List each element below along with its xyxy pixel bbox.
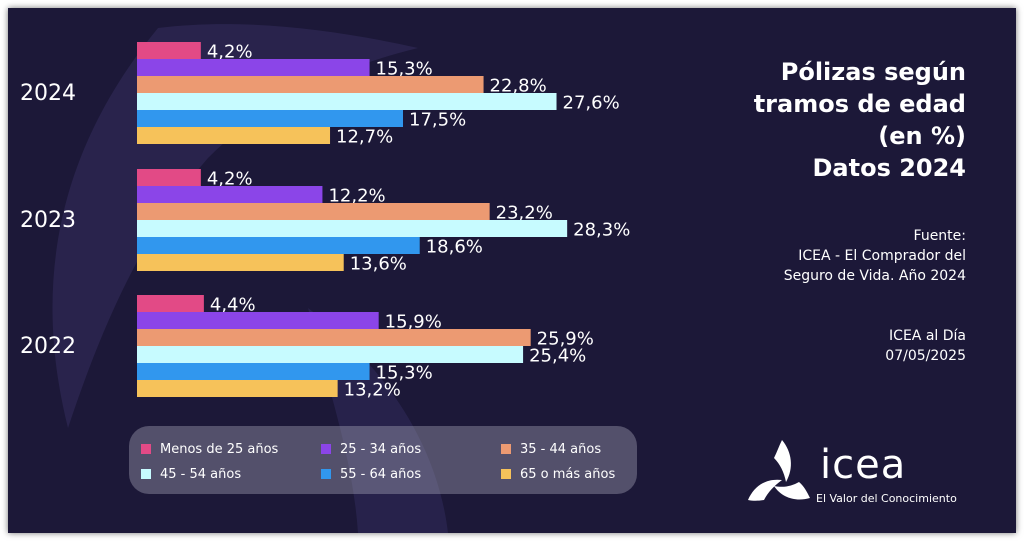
value-label-2023-2: 23,2% xyxy=(496,203,553,224)
chart-title: Pólizas según tramos de edad (en %) Dato… xyxy=(636,56,966,184)
legend-label: 35 - 44 años xyxy=(520,441,602,457)
bar-2023-3 xyxy=(137,220,568,237)
legend-item: 65 o más años xyxy=(501,466,615,482)
bar-2022-5 xyxy=(137,380,338,397)
legend-swatch xyxy=(321,444,331,454)
bar-2024-4 xyxy=(137,110,403,127)
legend-item: 35 - 44 años xyxy=(501,441,601,457)
legend-label: 55 - 64 años xyxy=(340,466,422,482)
year-label-2024: 2024 xyxy=(20,81,76,106)
legend-item: 25 - 34 años xyxy=(321,441,421,457)
year-label-2022: 2022 xyxy=(20,334,76,359)
legend-item: Menos de 25 años xyxy=(141,441,278,457)
source-line-1: Fuente: xyxy=(913,228,966,244)
icea-logo-mark-icon xyxy=(748,440,810,501)
bar-2022-4 xyxy=(137,363,370,380)
value-label-2023-3: 28,3% xyxy=(573,220,630,241)
bar-2023-1 xyxy=(137,186,323,203)
bar-2022-2 xyxy=(137,329,531,346)
value-label-2024-2: 22,8% xyxy=(490,76,547,97)
chart-legend: Menos de 25 años 25 - 34 años 35 - 44 años… xyxy=(129,426,637,494)
legend-label: 45 - 54 años xyxy=(160,466,242,482)
value-label-2024-5: 12,7% xyxy=(336,127,393,148)
legend-swatch xyxy=(141,444,151,454)
bar-2023-0 xyxy=(137,169,201,186)
bar-2024-3 xyxy=(137,93,557,110)
value-label-2024-1: 15,3% xyxy=(376,59,433,80)
legend-swatch xyxy=(321,469,331,479)
source-line-2: ICEA - El Comprador del xyxy=(798,248,966,264)
publication-name: ICEA al Día xyxy=(889,328,966,344)
legend-label: Menos de 25 años xyxy=(160,441,279,457)
bar-2022-0 xyxy=(137,295,204,312)
value-label-2022-4: 15,3% xyxy=(376,363,433,384)
publication-date: 07/05/2025 xyxy=(885,348,966,364)
publication-note: ICEA al Día 07/05/2025 xyxy=(636,326,966,366)
value-label-2023-4: 18,6% xyxy=(426,237,483,258)
logo-tagline: El Valor del Conocimiento xyxy=(816,492,957,505)
bar-2024-5 xyxy=(137,127,331,144)
icea-logo: icea El Valor del Conocimiento xyxy=(742,438,982,518)
value-label-2023-1: 12,2% xyxy=(328,186,385,207)
source-note: Fuente: ICEA - El Comprador del Seguro d… xyxy=(636,226,966,286)
legend-swatch xyxy=(141,469,151,479)
value-label-2024-4: 17,5% xyxy=(409,110,466,131)
value-label-2022-2: 25,9% xyxy=(537,329,594,350)
bar-2024-1 xyxy=(137,59,370,76)
value-label-2022-5: 13,2% xyxy=(344,380,401,401)
value-label-2023-5: 13,6% xyxy=(350,254,407,275)
bar-2024-0 xyxy=(137,42,201,59)
legend-item: 45 - 54 años xyxy=(141,466,241,482)
bar-2022-1 xyxy=(137,312,379,329)
logo-wordmark: icea xyxy=(820,442,907,488)
title-line-3: (en %) xyxy=(878,122,966,150)
bar-2022-3 xyxy=(137,346,524,363)
bar-2023-4 xyxy=(137,237,420,254)
value-label-2022-0: 4,4% xyxy=(210,295,256,316)
value-label-2022-3: 25,4% xyxy=(529,346,586,367)
legend-label: 25 - 34 años xyxy=(340,441,422,457)
value-label-2024-3: 27,6% xyxy=(563,93,620,114)
title-line-2: tramos de edad xyxy=(753,90,966,118)
legend-swatch xyxy=(501,469,511,479)
bar-2024-2 xyxy=(137,76,484,93)
title-line-4: Datos 2024 xyxy=(812,154,966,182)
infographic-card: 2024 4,2% 15,3% 22,8% 27,6% 17,5% 12,7% 2023 4,2… xyxy=(8,8,1016,533)
legend-item: 55 - 64 años xyxy=(321,466,421,482)
bar-2023-2 xyxy=(137,203,490,220)
legend-label: 65 o más años xyxy=(520,466,616,482)
legend-swatch xyxy=(501,444,511,454)
value-label-2024-0: 4,2% xyxy=(207,42,253,63)
bar-2023-5 xyxy=(137,254,344,271)
value-label-2023-0: 4,2% xyxy=(207,169,253,190)
source-line-3: Seguro de Vida. Año 2024 xyxy=(783,268,966,284)
value-label-2022-1: 15,9% xyxy=(385,312,442,333)
title-line-1: Pólizas según xyxy=(780,58,966,86)
year-label-2023: 2023 xyxy=(20,208,76,233)
bar-chart: 2024 4,2% 15,3% 22,8% 27,6% 17,5% 12,7% 2023 4,2… xyxy=(20,42,630,401)
